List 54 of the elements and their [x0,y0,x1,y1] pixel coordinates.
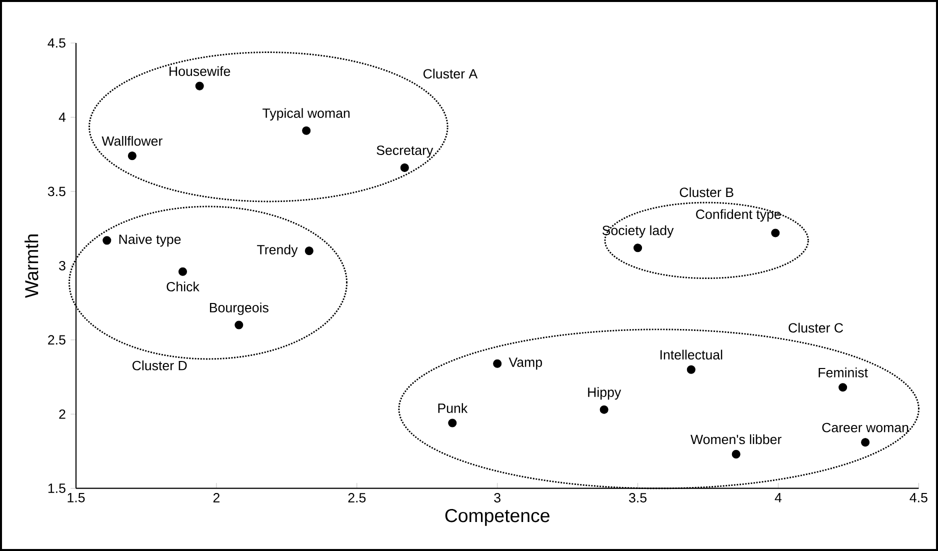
x-tick-label: 2.5 [348,493,366,502]
x-tick-label: 3 [494,493,500,502]
data-label: Punk [438,403,468,413]
point [178,267,188,276]
y-axis-title: Warmth [24,234,38,298]
data-label: Career woman [822,422,908,432]
point [234,320,244,330]
x-tick-label: 2 [213,493,220,502]
point [771,228,780,238]
data-label: Wallflower [102,136,162,146]
x-tick-label: 4 [774,493,782,502]
x-tick-label: 4.5 [910,493,928,502]
x-axis-title: Competence [445,508,550,526]
point [861,438,870,447]
point [304,246,314,256]
data-label: Bourgeois [210,302,268,315]
y-tick-label: 2 [59,409,66,419]
annotation: Cluster C [788,322,844,333]
point [195,82,204,90]
annotation: Cluster B [680,187,734,198]
y-tick-label: 4.5 [48,38,66,48]
point [732,450,740,458]
data-label: Women's libber [690,434,782,444]
point [686,365,696,374]
data-label: Secretary [376,146,434,158]
x-tick-label: 1.5 [68,493,85,502]
y-tick-label: 1.5 [48,484,66,493]
point [128,152,136,160]
point [838,383,848,392]
y-tick-label: 4 [58,112,66,122]
data-label: Trendy [257,244,298,258]
y-tick-label: 3 [59,260,66,270]
point [600,405,608,414]
data-label: Naive type [119,234,181,247]
point [493,359,502,368]
y-tick-label: 2.5 [48,335,66,345]
point [448,418,457,428]
data-label: Society lady [602,225,674,238]
data-label: Chick [166,282,200,292]
data-label: Feminist [818,368,868,378]
y-tick-label: 3.5 [48,186,66,196]
point [102,236,112,245]
data-label: Hippy [588,387,622,400]
data-label: Vamp [508,358,542,370]
data-label: Typical woman [262,108,350,121]
data-label: Housewife [170,66,230,76]
annotation: Cluster A [423,68,478,79]
x-tick-label: 3.5 [629,493,646,502]
data-label: Confident type [696,209,781,222]
annotation: Cluster D [132,360,187,370]
point [634,244,642,252]
point [302,126,311,135]
data-label: Intellectual [660,350,722,360]
point [400,163,409,172]
